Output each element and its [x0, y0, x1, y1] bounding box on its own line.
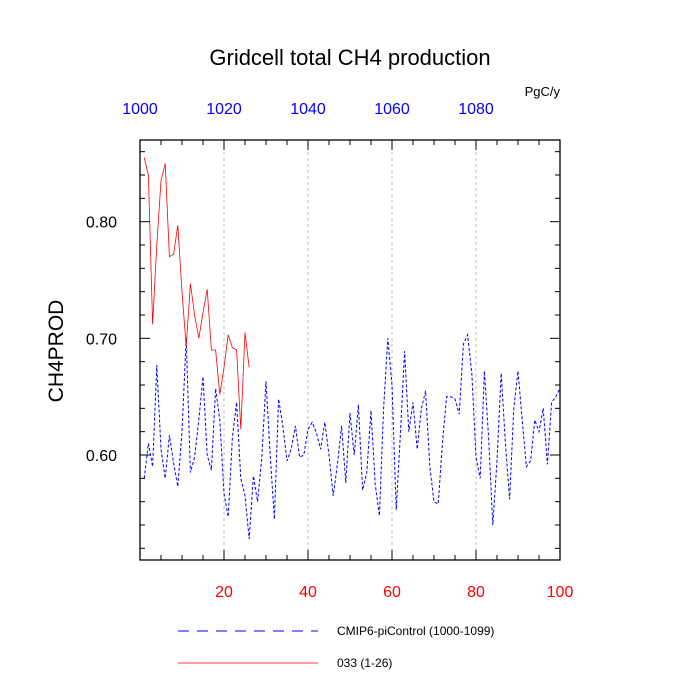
axis-ticks: 20 40 60 80 100 1000 1020 1040 1060 1080 0.60 0.70 0… — [86, 101, 574, 601]
y-axis-label: CH4PROD — [45, 300, 68, 403]
x-tick-label-bottom: 100 — [547, 584, 574, 601]
x-tick-label-top: 1000 — [122, 101, 158, 118]
plot-frame — [139, 139, 561, 561]
x-tick-label-top: 1060 — [374, 101, 410, 118]
legend-label-033: 033 (1-26) — [337, 656, 392, 670]
legend-label-piControl: CMIP6-piControl (1000-1099) — [337, 624, 494, 638]
x-tick-label-bottom: 60 — [383, 584, 401, 601]
series-line-1 — [143, 157, 250, 430]
y-tick-label: 0.70 — [86, 331, 117, 348]
x-tick-label-top: 1020 — [206, 101, 242, 118]
series-line-0 — [143, 332, 561, 540]
x-tick-label-top: 1080 — [458, 101, 494, 118]
y-tick-label: 0.60 — [86, 448, 117, 465]
top-axis-units: PgC/y — [525, 84, 561, 99]
legend: CMIP6-piControl (1000-1099) 033 (1-26) — [178, 624, 494, 670]
series-layer — [143, 157, 561, 540]
x-tick-label-bottom: 80 — [467, 584, 485, 601]
x-tick-label-bottom: 40 — [299, 584, 317, 601]
chart-title: Gridcell total CH4 production — [209, 45, 490, 70]
x-tick-label-bottom: 20 — [215, 584, 233, 601]
x-tick-label-top: 1040 — [290, 101, 326, 118]
y-tick-label: 0.80 — [86, 215, 117, 232]
